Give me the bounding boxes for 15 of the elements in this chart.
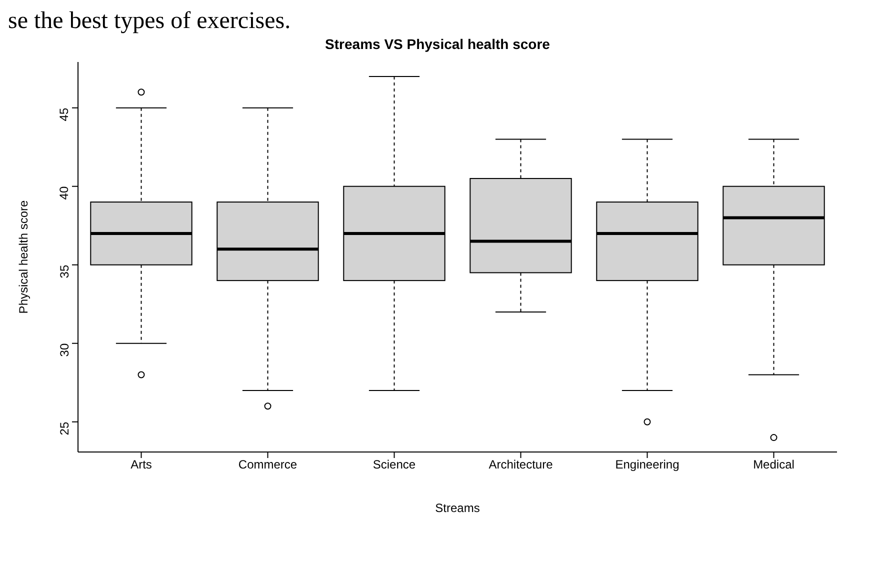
y-axis-title: Physical health score (16, 200, 30, 314)
chart-title: Streams VS Physical health score (324, 36, 551, 52)
y-tick-label: 45 (57, 108, 72, 122)
y-tick-label: 25 (57, 422, 72, 436)
y-tick-label: 40 (57, 186, 72, 200)
x-tick-label: Medical (753, 458, 794, 472)
y-tick-label: 35 (57, 264, 72, 278)
y-tick-label: 30 (57, 343, 72, 357)
x-tick-label: Science (372, 458, 416, 472)
x-tick-label: Architecture (488, 458, 554, 472)
x-axis-title: Streams (435, 501, 480, 515)
text: se the best types of exercises. (8, 8, 292, 34)
x-tick-label: Arts (130, 458, 152, 472)
x-tick-label: Engineering (615, 458, 680, 472)
x-tick-label: Commerce (238, 458, 298, 472)
